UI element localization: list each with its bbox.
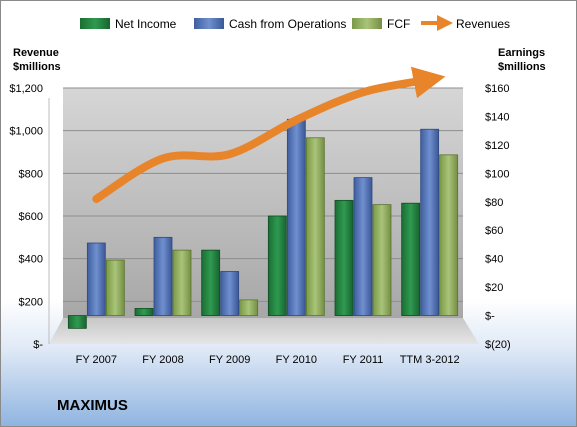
category-label: FY 2009 (209, 354, 250, 366)
left-axis-title-line2: $millions (13, 61, 61, 73)
bar-cash-from-operations (420, 128, 440, 316)
bar-fcf (372, 204, 392, 316)
bar-cash-from-operations (353, 177, 373, 316)
right-tick-label: $- (485, 311, 495, 323)
left-tick-label: $1,000 (9, 126, 43, 138)
legend-label-net-income: Net Income (115, 17, 177, 31)
left-tick-label: $600 (19, 211, 43, 223)
legend-swatch-net-income (80, 18, 110, 29)
left-tick-label: $400 (19, 254, 43, 266)
right-tick-label: $100 (485, 168, 509, 180)
left-tick-label: $- (33, 339, 43, 351)
left-tick-label: $800 (19, 168, 43, 180)
left-axis-title-line1: Revenue (13, 47, 59, 59)
right-tick-label: $80 (485, 197, 503, 209)
bar-cash-from-operations (220, 271, 240, 316)
right-tick-label: $120 (485, 140, 509, 152)
bar-net-income (134, 308, 154, 316)
axis-ticks: $- $200 $400 $600 $800 $1,000 $1,200 $(20) $- $20… (9, 83, 510, 351)
plot-floor (49, 318, 479, 344)
bar-fcf (305, 137, 325, 316)
category-label: FY 2008 (142, 354, 183, 366)
right-tick-label: $(20) (485, 339, 511, 351)
right-axis-title-line1: Earnings (498, 47, 545, 59)
right-tick-label: $20 (485, 282, 503, 294)
gridlines (63, 87, 463, 302)
company-name: MAXIMUS (57, 397, 128, 414)
revenue-line-path (92, 66, 446, 203)
legend-swatch-cash-ops (194, 18, 224, 29)
bar-net-income (267, 215, 287, 316)
right-tick-label: $140 (485, 111, 509, 123)
bar-net-income (401, 202, 421, 316)
legend-label-fcf: FCF (387, 17, 410, 31)
left-tick-label: $1,200 (9, 83, 43, 95)
category-label: FY 2011 (343, 354, 384, 366)
legend-label-revenues: Revenues (456, 17, 510, 31)
category-label: TTM 3-2012 (400, 354, 460, 366)
left-tick-label: $200 (19, 296, 43, 308)
right-tick-label: $40 (485, 254, 503, 266)
legend: Net Income Cash from Operations FCF Reve… (80, 15, 510, 31)
bar-fcf (172, 249, 192, 316)
bar-cash-from-operations (153, 236, 173, 316)
right-tick-label: $160 (485, 83, 509, 95)
bar-fcf (439, 154, 459, 316)
bar-fcf (105, 259, 125, 316)
plot-area (63, 88, 463, 318)
bars (67, 118, 459, 329)
bar-fcf (239, 299, 259, 316)
bar-net-income (67, 315, 87, 329)
category-label: FY 2007 (76, 354, 117, 366)
bar-net-income (201, 249, 221, 316)
legend-label-cash-ops: Cash from Operations (229, 17, 346, 31)
legend-swatch-fcf (352, 18, 382, 29)
revenue-line (92, 66, 446, 203)
right-axis-title-line2: $millions (498, 61, 546, 73)
bar-net-income (334, 199, 354, 316)
bar-cash-from-operations (86, 242, 106, 316)
category-label: FY 2010 (276, 354, 317, 366)
bar-cash-from-operations (286, 118, 306, 316)
right-tick-label: $60 (485, 225, 503, 237)
category-labels: FY 2007 FY 2008 FY 2009 FY 2010 FY 2011 TTM 3… (76, 354, 460, 366)
